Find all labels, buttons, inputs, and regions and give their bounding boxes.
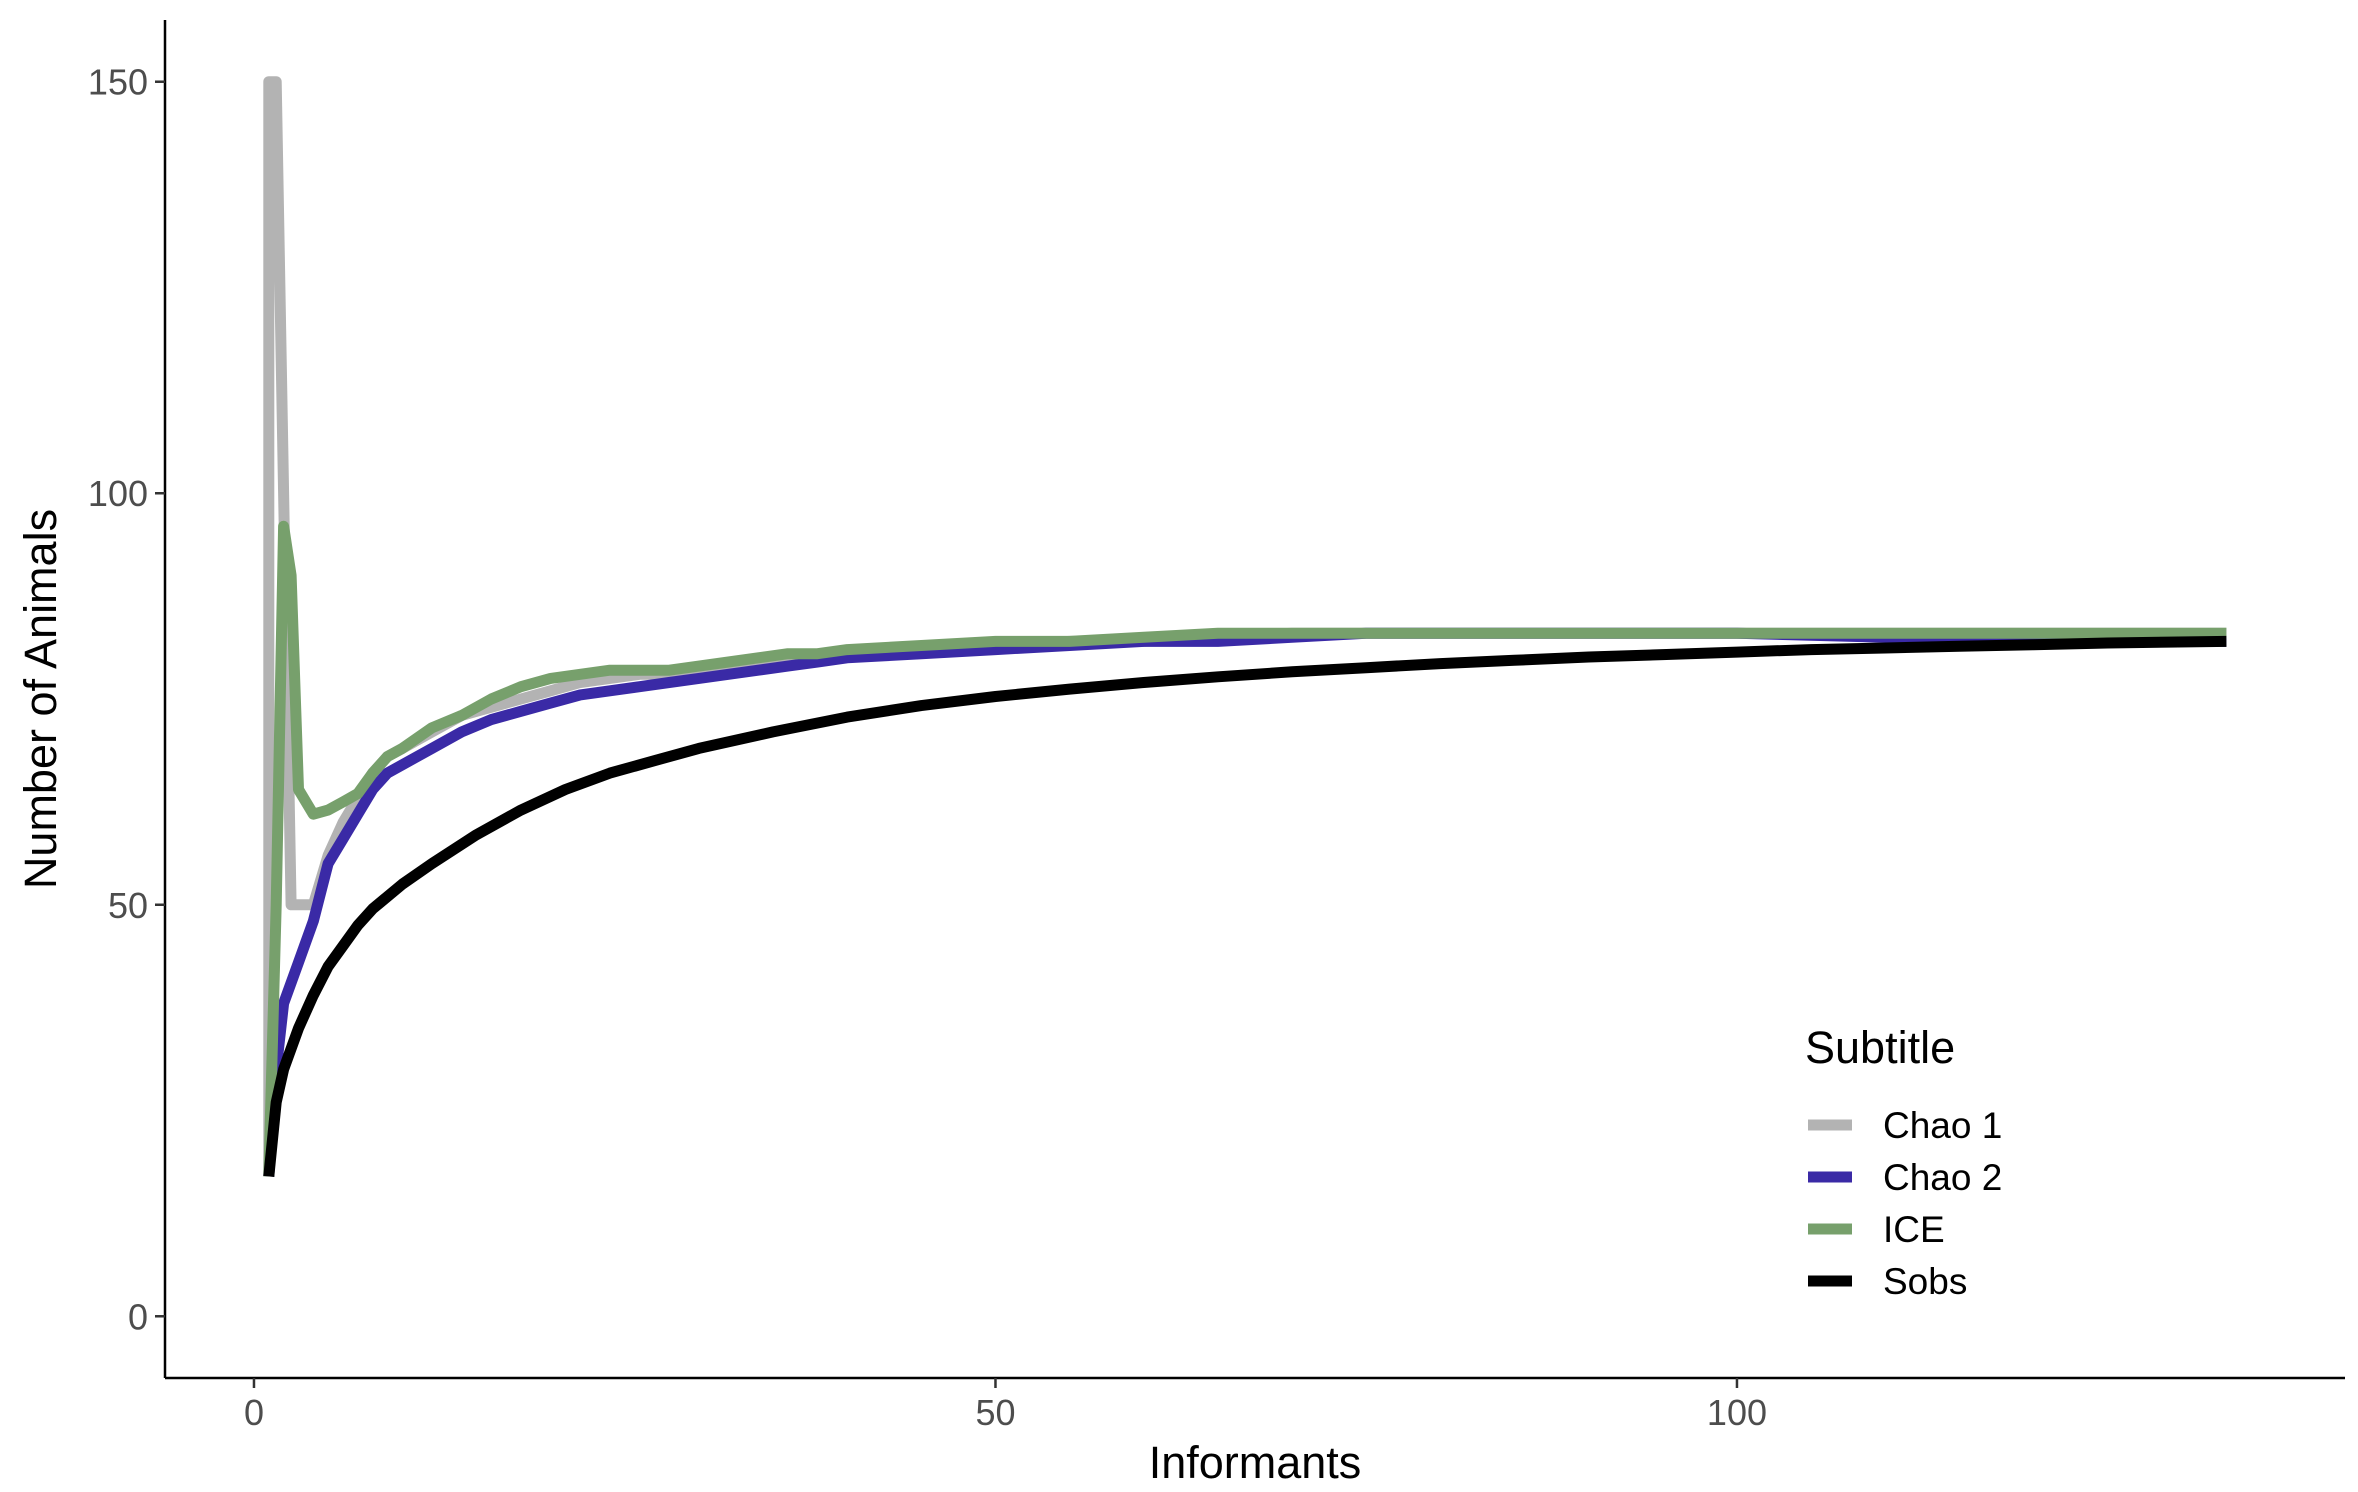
- y-tick-label: 50: [108, 885, 148, 926]
- legend-title: Subtitle: [1805, 1022, 1955, 1073]
- y-tick-label: 150: [88, 62, 148, 103]
- x-axis-ticks: 0 50 100: [244, 1378, 1767, 1433]
- y-tick-label: 0: [128, 1296, 148, 1337]
- x-tick-label: 0: [244, 1392, 264, 1433]
- legend-label: Chao 2: [1883, 1157, 2002, 1198]
- series-line-ice: [263, 520, 2227, 1177]
- x-axis-title: Informants: [1149, 1437, 1362, 1488]
- series-layer: [263, 76, 2227, 1177]
- series-line-chao-2: [263, 627, 2227, 1177]
- x-tick-label: 50: [975, 1392, 1015, 1433]
- y-axis-title: Number of Animals: [15, 509, 66, 889]
- legend: Subtitle Chao 1 Chao 2 ICE Sobs: [1805, 1022, 2002, 1302]
- x-tick-label: 100: [1707, 1392, 1767, 1433]
- legend-label: Sobs: [1883, 1261, 1967, 1302]
- y-axis-ticks: 0 50 100 150: [88, 62, 165, 1337]
- y-tick-label: 100: [88, 473, 148, 514]
- legend-label: Chao 1: [1883, 1105, 2002, 1146]
- series-line-sobs: [263, 635, 2227, 1177]
- legend-label: ICE: [1883, 1209, 1945, 1250]
- axes: 0 50 100 150 0 50 100: [88, 20, 2345, 1433]
- legend-items: Chao 1 Chao 2 ICE Sobs: [1808, 1105, 2002, 1302]
